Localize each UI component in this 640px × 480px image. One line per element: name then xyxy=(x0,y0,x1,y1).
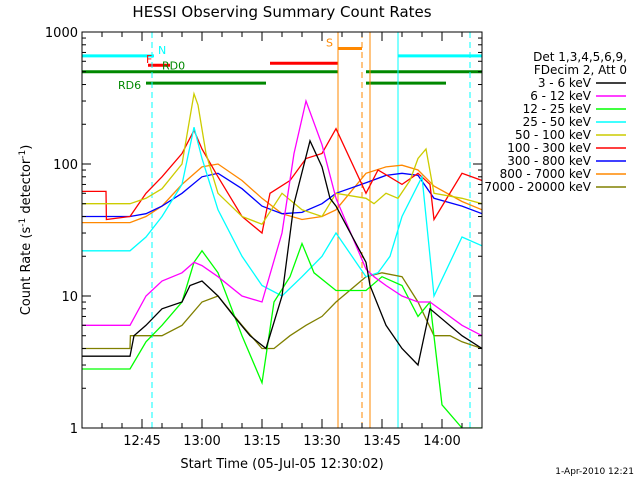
legend-label-7000-20000-kev: 7000 - 20000 keV xyxy=(484,180,591,194)
legend-label-300-800-kev: 300 - 800 keV xyxy=(507,154,591,168)
legend-label-800-7000-kev: 800 - 7000 keV xyxy=(500,167,592,181)
y-label-mid: detector xyxy=(19,158,34,218)
y-axis: 1 10 100 1000 xyxy=(45,26,482,437)
state-bar-label-f: F xyxy=(146,53,152,66)
chart-title: HESSI Observing Summary Count Rates xyxy=(132,3,431,21)
y-tick-label-10: 10 xyxy=(61,290,78,305)
x-tick-label-13-00: 13:00 xyxy=(183,434,220,449)
x-tick-label-14-00: 14:00 xyxy=(423,434,460,449)
x-tick-label-12-45: 12:45 xyxy=(123,434,160,449)
state-bar-label-n: N xyxy=(158,44,166,57)
series-layer xyxy=(82,91,482,428)
series-line-100-300-kev xyxy=(82,127,482,235)
y-tick-label-1: 1 xyxy=(70,422,78,437)
series-line-7000-20000-kev xyxy=(82,272,482,350)
x-tick-label-13-30: 13:30 xyxy=(303,434,340,449)
state-bar-label-rd0: RD0 xyxy=(162,60,185,73)
y-label-sup2: -1 xyxy=(18,150,28,159)
y-label-main: Count Rate (s xyxy=(19,227,34,316)
state-bars: NF RD0 RD6 S xyxy=(82,36,482,92)
legend-label-6-12-kev: 6 - 12 keV xyxy=(530,89,592,103)
series-line-6-12-kev xyxy=(82,98,482,337)
legend: Det 1,3,4,5,6,9,FDecim 2, Att 03 - 6 keV… xyxy=(484,50,627,194)
x-axis-label: Start Time (05-Jul-05 12:30:02) xyxy=(180,457,383,472)
legend-label-3-6-kev: 3 - 6 keV xyxy=(538,76,592,90)
legend-label-25-50-kev: 25 - 50 keV xyxy=(523,115,592,129)
series-line-12-25-kev xyxy=(82,241,482,428)
legend-header-line-1: FDecim 2, Att 0 xyxy=(534,63,627,77)
legend-label-100-300-kev: 100 - 300 keV xyxy=(507,141,591,155)
x-tick-label-13-15: 13:15 xyxy=(243,434,280,449)
y-tick-label-1000: 1000 xyxy=(45,26,78,41)
y-label-end: ) xyxy=(19,145,34,150)
x-axis: 12:45 13:00 13:15 13:30 13:45 14:00 xyxy=(81,32,483,449)
series-line-25-50-kev xyxy=(82,127,482,299)
y-axis-label: Count Rate (s-1 detector-1) xyxy=(18,145,34,316)
series-line-50-100-kev xyxy=(82,91,482,225)
footer-timestamp: 1-Apr-2010 12:21 xyxy=(555,467,634,477)
y-label-sup1: -1 xyxy=(18,218,28,227)
state-bar-label-rd6: RD6 xyxy=(118,79,141,92)
x-tick-label-13-45: 13:45 xyxy=(363,434,400,449)
legend-label-50-100-kev: 50 - 100 keV xyxy=(515,128,592,142)
legend-header-line-0: Det 1,3,4,5,6,9, xyxy=(533,50,627,64)
legend-label-12-25-kev: 12 - 25 keV xyxy=(523,102,592,116)
state-bar-label-s: S xyxy=(326,36,333,49)
y-tick-label-100: 100 xyxy=(53,158,78,173)
series-line-3-6-kev xyxy=(82,138,482,367)
